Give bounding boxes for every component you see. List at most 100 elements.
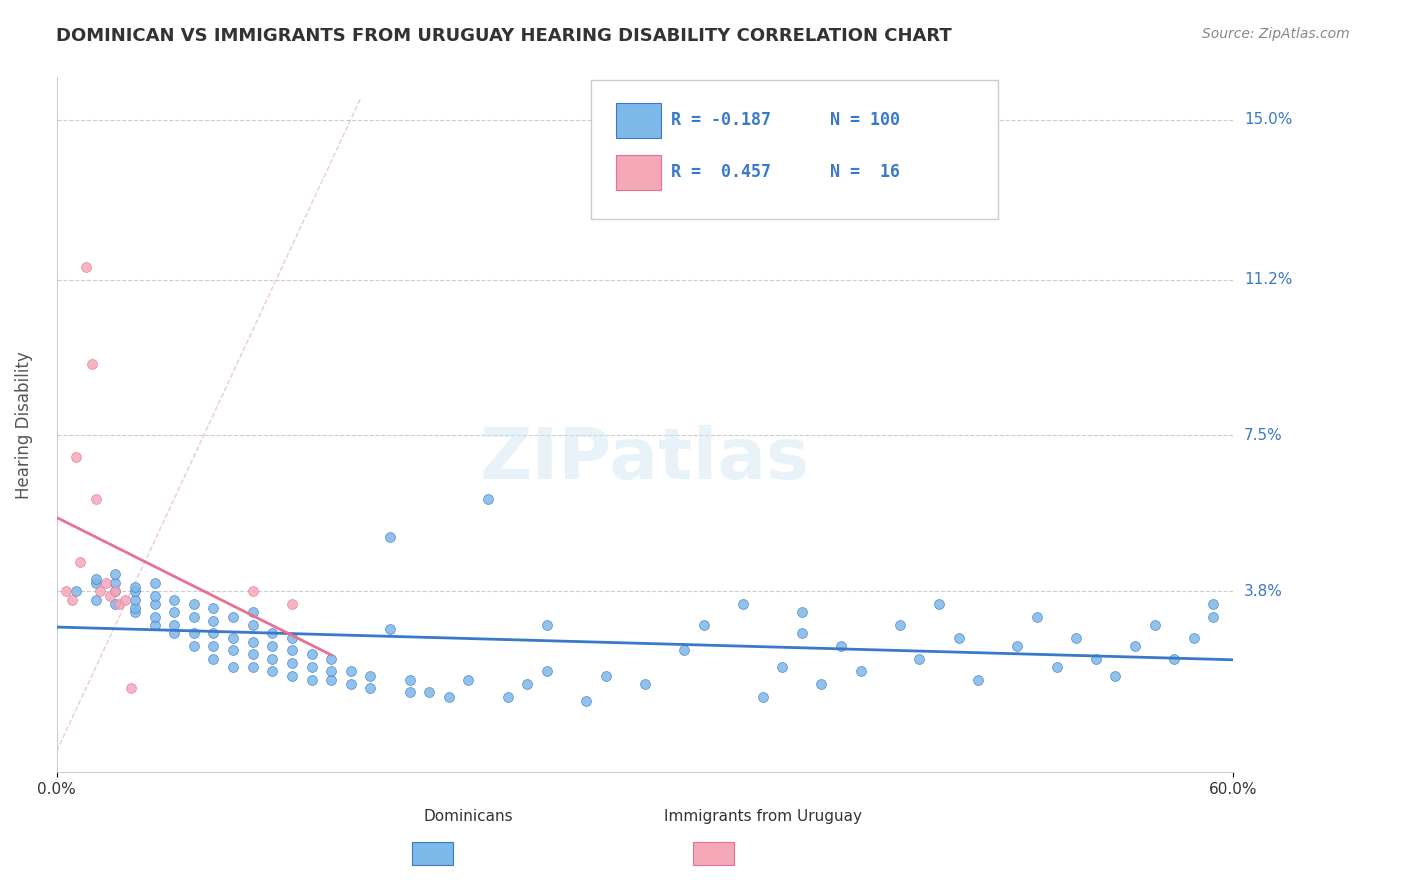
Point <box>790 605 813 619</box>
Point <box>124 605 146 619</box>
Point <box>80 357 103 371</box>
Point <box>634 677 657 691</box>
Point <box>124 584 146 599</box>
Point <box>536 665 558 679</box>
Point <box>1084 651 1107 665</box>
Point <box>222 643 245 657</box>
Point <box>967 673 990 687</box>
Point <box>143 589 166 603</box>
Point <box>94 575 117 590</box>
Point <box>60 592 83 607</box>
Point <box>790 626 813 640</box>
Point <box>437 690 460 704</box>
Point <box>163 605 186 619</box>
Point <box>143 575 166 590</box>
Point <box>222 660 245 674</box>
Point <box>65 584 87 599</box>
Point <box>477 491 499 506</box>
Point <box>889 618 911 632</box>
Text: Dominicans: Dominicans <box>423 809 513 824</box>
Text: 7.5%: 7.5% <box>1244 428 1282 443</box>
Point <box>398 673 420 687</box>
Point <box>301 660 323 674</box>
Point <box>673 643 696 657</box>
Point <box>751 690 773 704</box>
Point <box>516 677 538 691</box>
Point <box>301 673 323 687</box>
Point <box>124 601 146 615</box>
Point <box>1026 609 1049 624</box>
Point <box>202 626 225 640</box>
Point <box>281 656 304 670</box>
Point <box>575 694 598 708</box>
Point <box>69 555 91 569</box>
Point <box>65 450 87 464</box>
Point <box>242 605 264 619</box>
Point <box>321 651 343 665</box>
Text: ZIPatlas: ZIPatlas <box>479 425 810 494</box>
Point <box>84 575 107 590</box>
Point <box>262 626 284 640</box>
Point <box>98 589 121 603</box>
Text: N =  16: N = 16 <box>830 163 900 181</box>
Point <box>202 601 225 615</box>
Point <box>202 651 225 665</box>
Point <box>114 592 136 607</box>
Point <box>339 677 361 691</box>
Point <box>1046 660 1069 674</box>
Point <box>104 584 127 599</box>
Point <box>242 618 264 632</box>
Point <box>222 609 245 624</box>
Point <box>321 665 343 679</box>
Point <box>849 665 872 679</box>
Point <box>301 648 323 662</box>
Point <box>108 597 131 611</box>
Point <box>281 643 304 657</box>
Point <box>120 681 142 695</box>
Point <box>1163 651 1185 665</box>
Text: N = 100: N = 100 <box>830 112 900 129</box>
Point <box>242 660 264 674</box>
Text: R = -0.187: R = -0.187 <box>671 112 770 129</box>
Point <box>1064 631 1087 645</box>
Point <box>281 631 304 645</box>
Point <box>183 609 205 624</box>
Y-axis label: Hearing Disability: Hearing Disability <box>15 351 32 499</box>
Point <box>84 592 107 607</box>
Point <box>1143 618 1166 632</box>
Point <box>163 618 186 632</box>
Point <box>183 626 205 640</box>
Point <box>321 673 343 687</box>
Point <box>262 639 284 653</box>
Point <box>359 681 381 695</box>
Point <box>830 639 852 653</box>
Text: 11.2%: 11.2% <box>1244 272 1292 287</box>
Point <box>84 572 107 586</box>
Point <box>908 651 931 665</box>
Point <box>1202 609 1225 624</box>
Point <box>731 597 754 611</box>
Text: Source: ZipAtlas.com: Source: ZipAtlas.com <box>1202 27 1350 41</box>
Point <box>202 614 225 628</box>
Point <box>378 529 401 543</box>
Point <box>536 618 558 632</box>
Point <box>262 665 284 679</box>
Point <box>163 592 186 607</box>
Point <box>143 609 166 624</box>
Point <box>398 685 420 699</box>
Point <box>183 639 205 653</box>
Text: 3.8%: 3.8% <box>1244 583 1284 599</box>
Point <box>75 260 97 274</box>
Point <box>770 660 793 674</box>
Point <box>104 567 127 582</box>
Point <box>692 618 714 632</box>
Point <box>281 668 304 682</box>
Text: DOMINICAN VS IMMIGRANTS FROM URUGUAY HEARING DISABILITY CORRELATION CHART: DOMINICAN VS IMMIGRANTS FROM URUGUAY HEA… <box>56 27 952 45</box>
Point <box>89 584 111 599</box>
Point <box>262 651 284 665</box>
Point <box>202 639 225 653</box>
Point <box>1182 631 1205 645</box>
Text: 15.0%: 15.0% <box>1244 112 1292 127</box>
Point <box>1123 639 1146 653</box>
Point <box>143 597 166 611</box>
